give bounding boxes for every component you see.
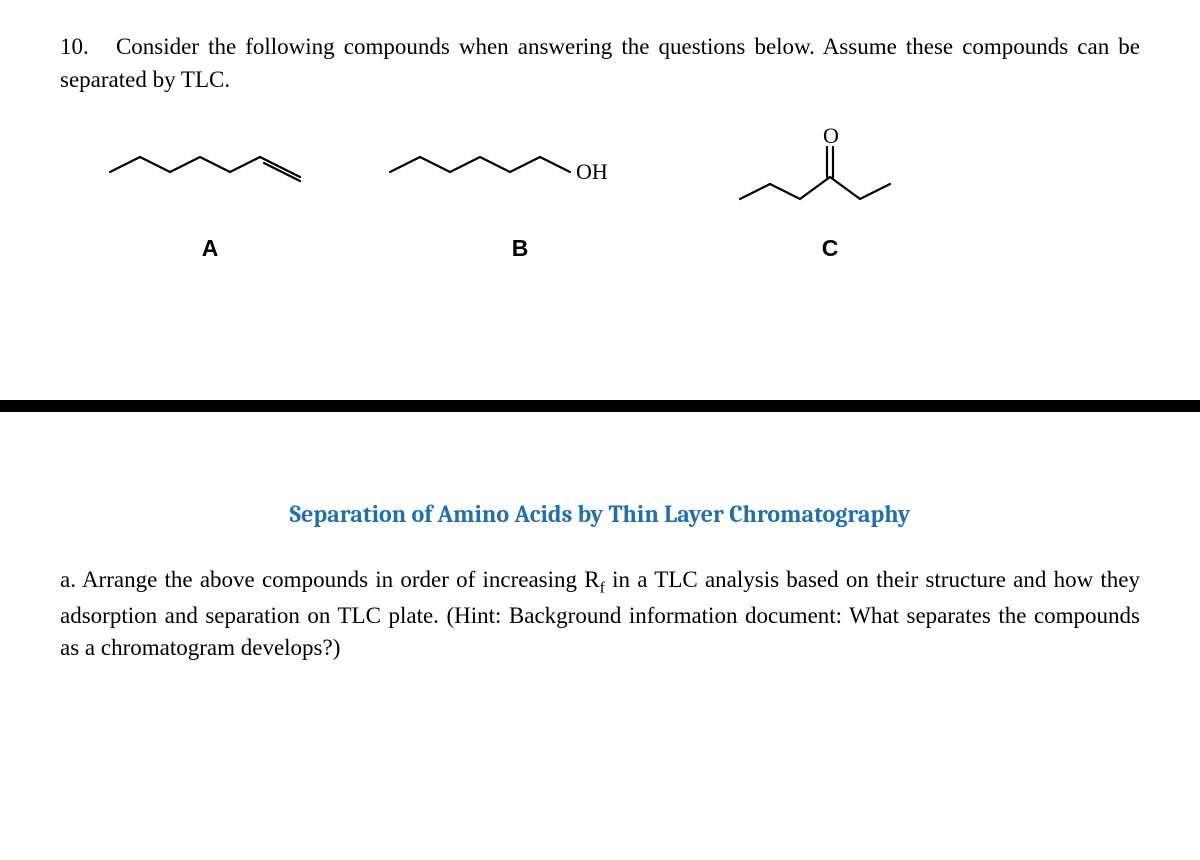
compound-b-label: B bbox=[512, 235, 529, 262]
section-heading: Separation of Amino Acids by Thin Layer … bbox=[60, 500, 1140, 528]
subq-text-before: Arrange the above compounds in order of … bbox=[82, 567, 600, 592]
subquestion-a: a. Arrange the above compounds in order … bbox=[60, 564, 1140, 665]
structures-row: A OH B O C bbox=[100, 127, 1140, 262]
page-root: 10. Consider the following compounds whe… bbox=[0, 0, 1200, 860]
compound-c-cell: O C bbox=[720, 127, 940, 262]
question-body: Consider the following compounds when an… bbox=[60, 34, 1140, 92]
compound-a-label: A bbox=[202, 235, 219, 262]
subq-label: a. bbox=[60, 567, 76, 592]
compound-b-structure: OH bbox=[380, 127, 660, 217]
compound-b-cell: OH B bbox=[380, 127, 660, 262]
page-divider bbox=[0, 400, 1200, 412]
o-label: O bbox=[823, 127, 839, 148]
question-number: 10. bbox=[60, 34, 89, 59]
compound-a-cell: A bbox=[100, 127, 320, 262]
oh-label: OH bbox=[576, 159, 608, 184]
compound-c-label: C bbox=[822, 235, 839, 262]
compound-c-structure: O bbox=[720, 127, 940, 217]
compound-a-structure bbox=[100, 127, 320, 217]
below-divider: Separation of Amino Acids by Thin Layer … bbox=[60, 500, 1140, 665]
question-prompt: 10. Consider the following compounds whe… bbox=[60, 30, 1140, 97]
